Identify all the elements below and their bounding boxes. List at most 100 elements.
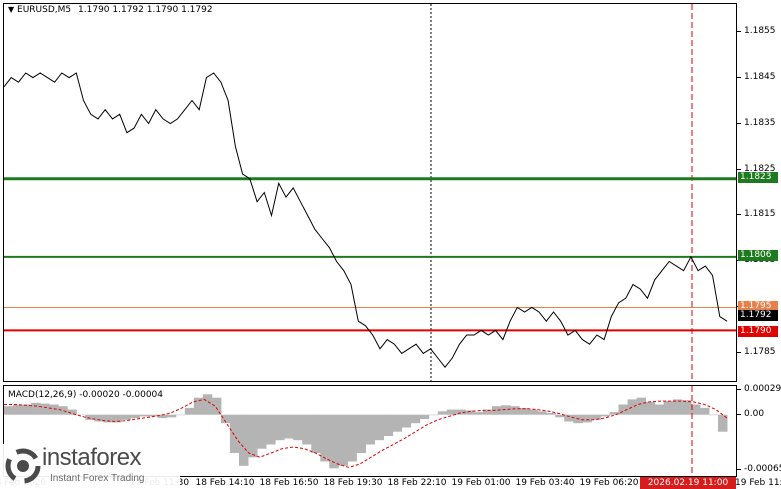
price-chart-panel[interactable] — [3, 3, 737, 382]
macd-histogram-bar — [537, 411, 547, 415]
macd-panel[interactable] — [3, 385, 737, 477]
macd-histogram-bar — [148, 414, 159, 417]
macd-histogram-bar — [383, 414, 394, 436]
macd-histogram-bar — [22, 404, 32, 415]
price-tick — [737, 352, 741, 354]
macd-histogram-bar — [49, 404, 59, 415]
macd-histogram-bar — [501, 405, 511, 415]
macd-axis[interactable]: 0.00029 0.00 -0.00065 — [737, 384, 781, 477]
macd-histogram-bar — [582, 414, 592, 423]
price-label-orange: 1.1795 — [738, 300, 778, 312]
macd-tick-label: 0.00029 — [744, 384, 781, 394]
price-tick-label: 1.1835 — [744, 117, 776, 128]
macd-histogram-bar — [184, 407, 195, 415]
macd-histogram-bar — [130, 414, 140, 419]
macd-histogram-bar — [437, 411, 448, 415]
macd-histogram-bar — [166, 414, 177, 418]
price-tick-label: 1.1825 — [744, 163, 776, 174]
macd-histogram-bar — [193, 397, 204, 415]
macd-histogram-bar — [564, 414, 574, 422]
chart-header: ▼ EURUSD,M5 1.1790 1.1792 1.1790 1.1792 — [8, 5, 213, 15]
macd-tick — [737, 413, 741, 415]
price-tick — [737, 122, 741, 124]
macd-indicator-label: MACD(12,26,9) -0.00020 -0.00004 — [8, 390, 164, 400]
macd-histogram-bar — [483, 409, 493, 415]
macd-histogram-bar — [464, 410, 475, 415]
macd-histogram-bar — [446, 409, 457, 415]
price-tick — [737, 76, 741, 78]
macd-histogram-bar — [654, 404, 665, 415]
price-tick — [737, 168, 741, 170]
macd-histogram-bar — [103, 414, 113, 423]
macd-histogram-bar — [510, 406, 520, 415]
price-line — [3, 72, 728, 369]
macd-histogram-bar — [636, 397, 647, 415]
macd-histogram-bar — [419, 414, 430, 419]
time-tick-label: 19 Feb 03:40 — [515, 478, 575, 488]
macd-histogram-bar — [76, 414, 86, 416]
macd-histogram-bar — [392, 414, 403, 432]
macd-histogram-bar — [519, 407, 529, 415]
macd-tick — [737, 469, 741, 470]
macd-histogram-bar — [338, 414, 348, 466]
macd-histogram-bar — [681, 400, 692, 415]
symbol-label: EURUSD,M5 — [17, 5, 72, 15]
macd-histogram-bar — [672, 399, 683, 415]
macd-histogram-bar — [546, 413, 556, 415]
time-tick-label: 18 Feb 16:50 — [259, 478, 319, 488]
ohlc-values: 1.1790 1.1792 1.1790 1.1792 — [78, 5, 213, 15]
macd-histogram-bar — [211, 397, 222, 415]
macd-histogram-bar — [220, 414, 231, 424]
macd-histogram-bar — [347, 414, 357, 462]
macd-histogram-bar — [591, 414, 601, 420]
macd-histogram-bar — [528, 409, 538, 415]
price-tick-label: 1.1815 — [744, 209, 776, 220]
macd-histogram-bar — [266, 414, 276, 445]
macd-histogram-bar — [139, 414, 150, 417]
price-chart — [3, 4, 736, 381]
price-label-green_high: 1.1823 — [738, 172, 778, 184]
macd-histogram-bar — [690, 404, 701, 415]
macd-histogram-bar — [311, 414, 321, 453]
macd-histogram-bar — [329, 414, 339, 469]
macd-histogram-bar — [455, 409, 466, 415]
time-tick-label-partial: 19 Feb 11:40 — [735, 478, 781, 488]
macd-histogram-bar — [699, 407, 710, 415]
price-label-red: 1.1790 — [738, 325, 778, 337]
macd-histogram-bar — [428, 414, 439, 416]
triangle-down-icon[interactable]: ▼ — [8, 5, 15, 14]
macd-histogram-bar — [618, 404, 628, 415]
macd-histogram-bar — [284, 414, 294, 439]
macd-histogram-bar — [718, 414, 728, 432]
watermark-brand: instaforex — [42, 444, 142, 471]
macd-histogram-bar — [175, 414, 186, 416]
macd-histogram-bar — [473, 412, 484, 415]
macd-histogram-bar — [67, 409, 77, 415]
macd-histogram-bar — [627, 399, 638, 415]
macd-histogram-bar — [645, 401, 656, 415]
time-tick-label: 18 Feb 19:30 — [323, 478, 383, 488]
macd-histogram-bar — [239, 414, 249, 466]
macd-histogram-bar — [302, 414, 312, 445]
time-tick-label: 19 Feb 01:00 — [451, 478, 511, 488]
macd-histogram-bar — [356, 414, 366, 453]
macd-histogram-bar — [275, 414, 285, 441]
macd-histogram-bar — [40, 403, 50, 415]
price-tick — [737, 214, 741, 216]
macd-histogram-bar — [257, 414, 267, 449]
macd-tick-label: 0.00 — [744, 408, 765, 419]
macd-histogram-bar — [401, 414, 412, 428]
macd-histogram-bar — [112, 414, 122, 423]
macd-histogram-bar — [609, 412, 619, 415]
macd-histogram-bar — [31, 402, 41, 415]
macd-histogram-bar — [555, 414, 565, 418]
time-tick-label: 19 Feb 06:20 — [579, 478, 639, 488]
macd-histogram-bar — [157, 414, 168, 419]
macd-histogram-bar — [94, 414, 104, 422]
macd-histogram-bar — [708, 414, 719, 416]
macd-signal-line — [4, 398, 728, 468]
macd-histogram-bar — [121, 414, 131, 420]
price-axis[interactable]: 1.18551.18451.18351.18251.18151.18051.17… — [737, 3, 781, 382]
time-tick-label: 18 Feb 22:10 — [387, 478, 447, 488]
macd-histogram-bar — [410, 414, 421, 424]
